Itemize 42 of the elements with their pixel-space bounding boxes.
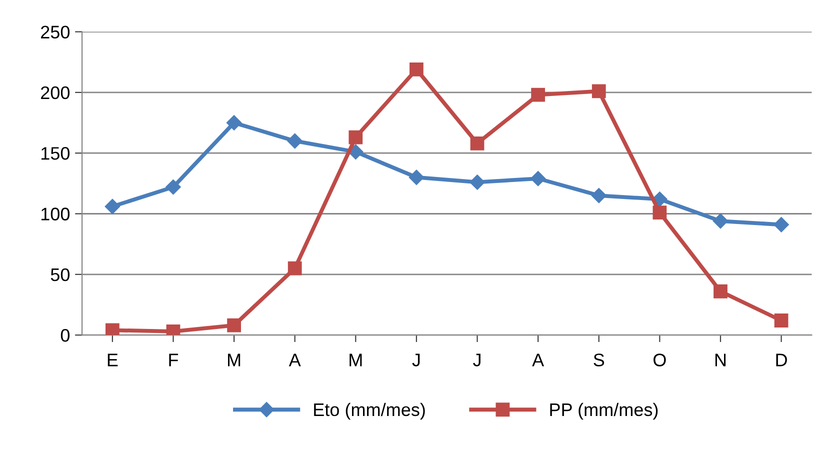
point xyxy=(410,62,424,76)
x-tick-label: O xyxy=(654,354,666,366)
x-tick-label: M xyxy=(228,354,240,366)
point xyxy=(408,170,424,185)
legend-label: PP (mm/mes) xyxy=(550,402,658,420)
point xyxy=(105,323,120,336)
point xyxy=(348,144,364,160)
x-tick-label: F xyxy=(169,354,178,366)
point xyxy=(287,133,302,149)
x-tick-label: E xyxy=(108,354,118,366)
x-tick-label: A xyxy=(532,354,544,366)
x-tick-label: D xyxy=(776,354,787,366)
y-tick-label: 50 xyxy=(50,268,70,282)
point xyxy=(166,179,181,195)
point xyxy=(288,261,302,276)
point xyxy=(591,188,606,204)
y-tick-label: 250 xyxy=(41,26,70,38)
point xyxy=(226,115,242,130)
x-tick-label: J xyxy=(473,354,480,366)
x-tick-label: M xyxy=(350,354,362,366)
y-tick-label: 0 xyxy=(60,328,70,342)
point xyxy=(470,136,484,150)
point xyxy=(531,88,546,102)
point xyxy=(104,198,120,214)
point xyxy=(227,318,241,332)
point xyxy=(714,284,728,298)
legend-label: Eto (mm/mes) xyxy=(314,402,425,420)
point xyxy=(652,206,667,220)
y-tick-label: 200 xyxy=(41,86,70,100)
y-tick-label: 150 xyxy=(41,147,70,160)
point xyxy=(774,217,789,232)
point xyxy=(712,213,728,229)
x-tick-label: S xyxy=(594,354,604,366)
x-tick-label: J xyxy=(412,354,420,366)
x-tick-label: A xyxy=(288,354,301,366)
x-tick-label: N xyxy=(715,354,726,366)
point xyxy=(774,314,788,328)
point xyxy=(470,174,485,190)
y-tick-label: 100 xyxy=(41,208,70,220)
point xyxy=(592,84,606,98)
point xyxy=(348,130,363,144)
point xyxy=(530,170,546,186)
